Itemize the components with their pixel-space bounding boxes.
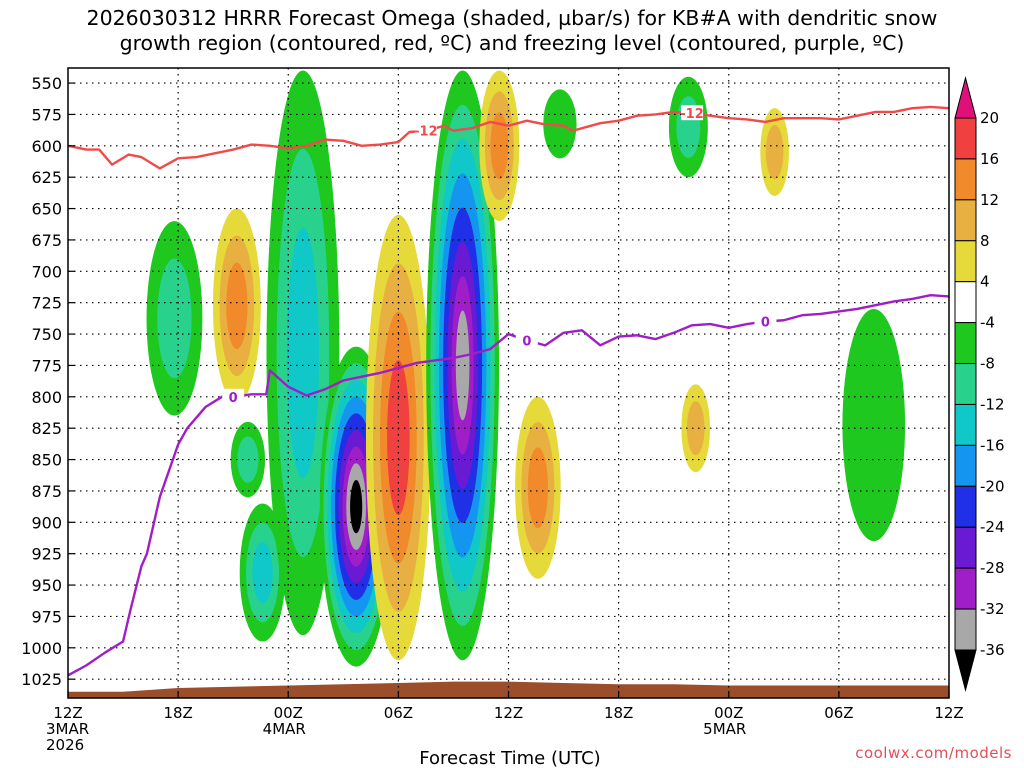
y-tick-label-800: 800 bbox=[31, 388, 62, 407]
y-tick-label-650: 650 bbox=[31, 200, 62, 219]
x-tick-label-0-0: 12Z bbox=[53, 704, 82, 722]
colorbar-bin-12 bbox=[954, 567, 977, 610]
colorbar-bottom-arrow bbox=[954, 649, 977, 692]
freezing-level-contour-label-bg-0 bbox=[222, 388, 245, 404]
colorbar-bin-10 bbox=[954, 485, 977, 528]
colorbar-label-7: -12 bbox=[980, 395, 1005, 413]
y-tick-label-950: 950 bbox=[31, 576, 62, 595]
omega-feature-4-level-2 bbox=[286, 227, 320, 479]
freezing-level-contour-label-0: 0 bbox=[229, 391, 238, 406]
colorbar-label-4: 4 bbox=[980, 273, 990, 291]
omega-feature-3-level-2 bbox=[252, 541, 273, 604]
omega-feature-14-level-0 bbox=[842, 308, 906, 542]
dgz-minus12-contour-label-bg-1 bbox=[681, 105, 704, 121]
y-tick-label-700: 700 bbox=[31, 262, 62, 281]
x-tick-label-8-0: 12Z bbox=[934, 704, 963, 722]
y-tick-label-675: 675 bbox=[31, 231, 62, 250]
omega-feature-1-level-2 bbox=[226, 262, 248, 350]
colorbar-bin-1 bbox=[954, 117, 977, 160]
omega-feature-9-level-2 bbox=[527, 447, 549, 529]
y-tick-label-750: 750 bbox=[31, 325, 62, 344]
x-tick-label-5-0: 18Z bbox=[604, 704, 633, 722]
colorbar-label-6: -8 bbox=[980, 355, 995, 373]
y-tick-label-725: 725 bbox=[31, 294, 62, 313]
x-tick-label-2-0: 00Z bbox=[274, 704, 303, 722]
y-tick-label-875: 875 bbox=[31, 482, 62, 501]
x-axis-title: Forecast Time (UTC) bbox=[419, 748, 600, 768]
colorbar-label-10: -24 bbox=[980, 518, 1005, 536]
omega-feature-2-level-1 bbox=[237, 436, 259, 483]
x-tick-label-7-0: 06Z bbox=[824, 704, 853, 722]
colorbar-label-12: -32 bbox=[980, 600, 1005, 618]
freezing-level-contour-label-2: 0 bbox=[761, 316, 770, 331]
colorbar-bin-9 bbox=[954, 444, 977, 487]
chart-title-line-1: 2026030312 HRRR Forecast Omega (shaded, … bbox=[86, 6, 938, 30]
colorbar-bin-8 bbox=[954, 403, 977, 446]
y-tick-label-550: 550 bbox=[31, 74, 62, 93]
colorbar-bin-7 bbox=[954, 363, 977, 405]
omega-feature-8-level-2 bbox=[490, 112, 509, 180]
x-tick-label-1-0: 18Z bbox=[163, 704, 192, 722]
credit-text: coolwx.com/models bbox=[855, 744, 1012, 762]
y-tick-label-1000: 1000 bbox=[21, 639, 62, 658]
x-tick-label-2-1: 4MAR bbox=[263, 720, 306, 738]
y-tick-label-1025: 1025 bbox=[21, 670, 62, 689]
y-tick-label-850: 850 bbox=[31, 451, 62, 470]
x-tick-label-4-0: 12Z bbox=[494, 704, 523, 722]
dgz-minus12-contour-label-bg-0 bbox=[414, 122, 437, 138]
colorbar-label-5: -4 bbox=[980, 314, 995, 332]
y-tick-label-625: 625 bbox=[31, 168, 62, 187]
omega-feature-13-level-1 bbox=[765, 125, 784, 180]
colorbar-label-9: -20 bbox=[980, 477, 1005, 495]
x-tick-label-0-2: 2026 bbox=[46, 736, 84, 754]
colorbar-bin-4 bbox=[954, 240, 977, 283]
y-tick-label-775: 775 bbox=[31, 356, 62, 375]
omega-feature-5-level-8 bbox=[350, 479, 363, 534]
freezing-level-contour-label-bg-1 bbox=[515, 332, 538, 348]
omega-feature-10-level-0 bbox=[543, 89, 577, 159]
colorbar-top-arrow bbox=[954, 76, 977, 119]
colorbar-bin-3 bbox=[954, 199, 977, 242]
colorbar-bin-5 bbox=[954, 281, 977, 324]
chart-title-line-2: growth region (contoured, red, ºC) and f… bbox=[119, 31, 905, 55]
y-tick-label-900: 900 bbox=[31, 513, 62, 532]
freezing-level-contour-line bbox=[68, 293, 949, 677]
colorbar-bin-6 bbox=[954, 322, 977, 365]
x-tick-label-6-0: 00Z bbox=[714, 704, 743, 722]
dgz-minus12-contour-label-0: -12 bbox=[414, 125, 438, 140]
dgz-minus12-contour-label-1: -12 bbox=[680, 107, 704, 122]
y-tick-label-600: 600 bbox=[31, 137, 62, 156]
y-axis-ticks: 550 575 600 625 650 675 700 725 750 775 800 825 850 8… bbox=[21, 74, 75, 689]
dgz-minus12-contour-line bbox=[68, 105, 949, 170]
colorbar-label-0: 20 bbox=[980, 109, 999, 127]
y-tick-label-975: 975 bbox=[31, 607, 62, 626]
x-tick-label-0-1: 3MAR bbox=[46, 720, 89, 738]
y-tick-label-825: 825 bbox=[31, 419, 62, 438]
colorbar-bin-13 bbox=[954, 608, 977, 651]
colorbar-label-2: 12 bbox=[980, 191, 999, 209]
colorbar: 20 16 12 8 4 -4 -8 -12 -16 -20 -24 -28 -32 -36 bbox=[954, 76, 1005, 692]
omega-feature-6-level-3 bbox=[387, 360, 410, 516]
colorbar-label-13: -36 bbox=[980, 641, 1005, 659]
x-tick-label-3-0: 06Z bbox=[384, 704, 413, 722]
colorbar-bin-2 bbox=[954, 158, 977, 201]
chart-title: 2026030312 HRRR Forecast Omega (shaded, … bbox=[0, 6, 1024, 56]
freezing-level-contour-label-bg-2 bbox=[754, 313, 777, 329]
omega-feature-7-level-7 bbox=[455, 310, 470, 421]
colorbar-label-1: 16 bbox=[980, 150, 999, 168]
colorbar-label-8: -16 bbox=[980, 436, 1005, 454]
omega-shading-layer bbox=[146, 70, 906, 667]
omega-feature-0-level-1 bbox=[157, 258, 192, 379]
omega-feature-12-level-1 bbox=[686, 401, 705, 456]
freezing-level-contour-label-1: 0 bbox=[522, 334, 531, 349]
colorbar-label-3: 8 bbox=[980, 232, 990, 250]
y-tick-label-575: 575 bbox=[31, 105, 62, 124]
x-tick-label-6-1: 5MAR bbox=[703, 720, 746, 738]
colorbar-bin-11 bbox=[954, 526, 977, 569]
contour-layer: -12 -12 0 0 0 bbox=[68, 105, 949, 677]
colorbar-label-11: -28 bbox=[980, 559, 1005, 577]
y-tick-label-925: 925 bbox=[31, 545, 62, 564]
